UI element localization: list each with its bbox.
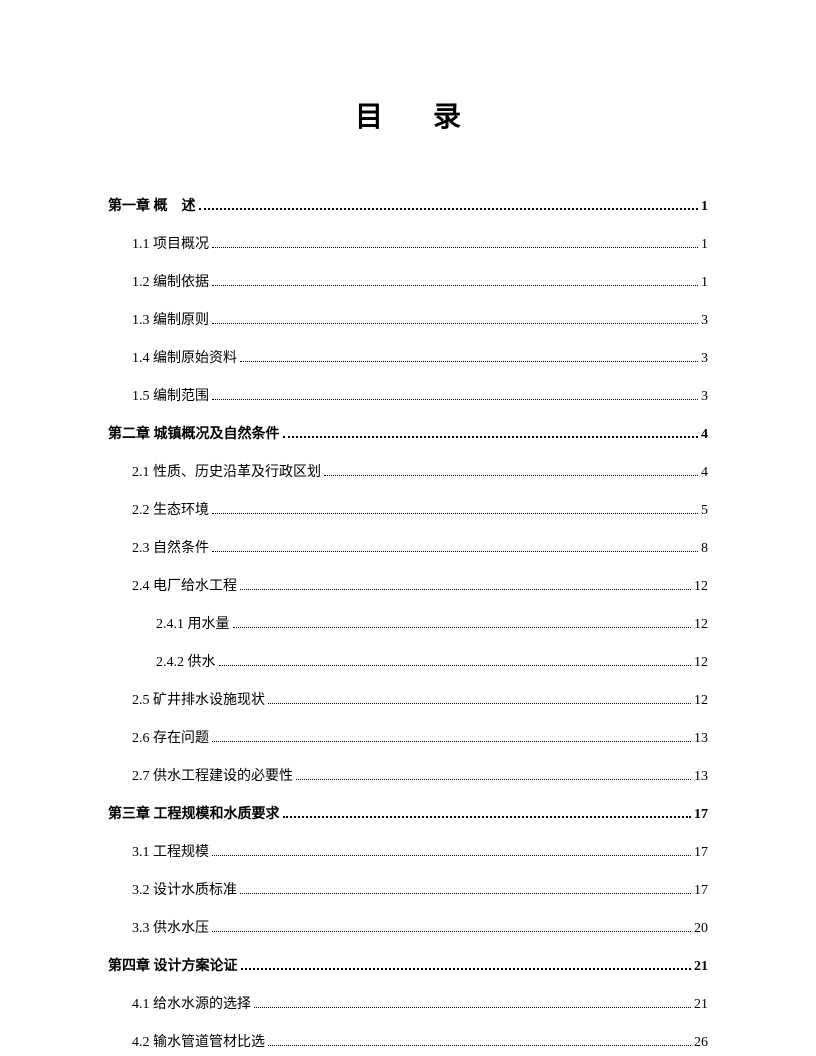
toc-label: 3.3 供水水压 (132, 917, 209, 937)
toc-entry: 第三章 工程规模和水质要求 17 (108, 803, 708, 823)
toc-leader-dots (212, 931, 691, 932)
toc-entry: 2.5 矿井排水设施现状 12 (108, 689, 708, 709)
toc-entry: 1.3 编制原则 3 (108, 309, 708, 329)
toc-page-number: 3 (701, 351, 708, 367)
toc-label: 1.2 编制依据 (132, 271, 209, 291)
toc-page-number: 17 (694, 845, 708, 861)
toc-label: 3.1 工程规模 (132, 841, 209, 861)
toc-page-number: 4 (701, 465, 708, 481)
toc-leader-dots (212, 285, 698, 286)
toc-page-number: 1 (701, 199, 708, 215)
toc-entry: 2.4 电厂给水工程 12 (108, 575, 708, 595)
toc-leader-dots (212, 323, 698, 324)
toc-label: 2.3 自然条件 (132, 537, 209, 557)
toc-leader-dots (212, 399, 698, 400)
toc-entry: 1.2 编制依据 1 (108, 271, 708, 291)
toc-entry: 1.4 编制原始资料 3 (108, 347, 708, 367)
toc-page-number: 26 (694, 1035, 708, 1051)
toc-entry: 第二章 城镇概况及自然条件 4 (108, 423, 708, 443)
toc-leader-dots (324, 475, 698, 476)
toc-entry: 2.3 自然条件 8 (108, 537, 708, 557)
toc-label: 3.2 设计水质标准 (132, 879, 237, 899)
toc-leader-dots (212, 855, 691, 856)
toc-leader-dots (199, 208, 699, 210)
toc-leader-dots (241, 968, 692, 970)
toc-page-number: 13 (694, 731, 708, 747)
toc-leader-dots (212, 513, 698, 514)
toc-leader-dots (212, 741, 691, 742)
toc-entry: 3.3 供水水压 20 (108, 917, 708, 937)
toc-leader-dots (219, 665, 692, 666)
toc-page-number: 8 (701, 541, 708, 557)
toc-leader-dots (212, 247, 698, 248)
toc-page-number: 3 (701, 313, 708, 329)
toc-entry: 2.4.2 供水 12 (108, 651, 708, 671)
toc-entry: 2.1 性质、历史沿革及行政区划 4 (108, 461, 708, 481)
toc-label: 2.4 电厂给水工程 (132, 575, 237, 595)
toc-leader-dots (283, 816, 692, 818)
toc-label: 第三章 工程规模和水质要求 (108, 803, 280, 823)
toc-title: 目录 (108, 95, 708, 135)
toc-page-number: 1 (701, 237, 708, 253)
toc-entry: 2.7 供水工程建设的必要性 13 (108, 765, 708, 785)
toc-page-number: 20 (694, 921, 708, 937)
toc-label: 2.5 矿井排水设施现状 (132, 689, 265, 709)
toc-entry: 4.2 输水管道管材比选 26 (108, 1031, 708, 1051)
toc-entry: 第四章 设计方案论证 21 (108, 955, 708, 975)
toc-entry: 3.2 设计水质标准 17 (108, 879, 708, 899)
toc-entry: 1.5 编制范围 3 (108, 385, 708, 405)
toc-label: 2.4.2 供水 (156, 651, 216, 671)
toc-page-number: 21 (694, 997, 708, 1013)
toc-page-number: 1 (701, 275, 708, 291)
toc-entry: 1.1 项目概况 1 (108, 233, 708, 253)
toc-label: 1.1 项目概况 (132, 233, 209, 253)
toc-label: 2.6 存在问题 (132, 727, 209, 747)
toc-page-number: 17 (694, 883, 708, 899)
toc-leader-dots (233, 627, 692, 628)
toc-label: 2.4.1 用水量 (156, 613, 230, 633)
toc-entry: 2.2 生态环境 5 (108, 499, 708, 519)
toc-page-number: 5 (701, 503, 708, 519)
toc-page-number: 12 (694, 579, 708, 595)
toc-label: 第一章 概 述 (108, 195, 196, 215)
toc-leader-dots (283, 436, 699, 438)
toc-label: 第二章 城镇概况及自然条件 (108, 423, 280, 443)
toc-label: 2.2 生态环境 (132, 499, 209, 519)
toc-entry: 3.1 工程规模 17 (108, 841, 708, 861)
toc-page-number: 3 (701, 389, 708, 405)
toc-label: 1.5 编制范围 (132, 385, 209, 405)
toc-entry: 2.4.1 用水量 12 (108, 613, 708, 633)
toc-leader-dots (296, 779, 691, 780)
toc-label: 第四章 设计方案论证 (108, 955, 238, 975)
toc-page-number: 13 (694, 769, 708, 785)
toc-leader-dots (254, 1007, 691, 1008)
toc-page-number: 21 (694, 959, 708, 975)
toc-label: 4.1 给水水源的选择 (132, 993, 251, 1013)
toc-leader-dots (268, 703, 691, 704)
toc-leader-dots (240, 589, 691, 590)
toc-page-number: 12 (694, 617, 708, 633)
toc-page-number: 4 (701, 427, 708, 443)
toc-page-number: 17 (694, 807, 708, 823)
toc-label: 2.1 性质、历史沿革及行政区划 (132, 461, 321, 481)
toc-entry: 4.1 给水水源的选择 21 (108, 993, 708, 1013)
toc-entry: 2.6 存在问题 13 (108, 727, 708, 747)
toc-page-number: 12 (694, 655, 708, 671)
toc-label: 4.2 输水管道管材比选 (132, 1031, 265, 1051)
toc-entry: 第一章 概 述 1 (108, 195, 708, 215)
toc-leader-dots (268, 1045, 691, 1046)
toc-leader-dots (240, 893, 691, 894)
toc-container: 第一章 概 述11.1 项目概况11.2 编制依据11.3 编制原则31.4 编… (108, 195, 708, 1051)
toc-label: 2.7 供水工程建设的必要性 (132, 765, 293, 785)
toc-page-number: 12 (694, 693, 708, 709)
toc-leader-dots (240, 361, 698, 362)
toc-label: 1.3 编制原则 (132, 309, 209, 329)
toc-label: 1.4 编制原始资料 (132, 347, 237, 367)
toc-leader-dots (212, 551, 698, 552)
